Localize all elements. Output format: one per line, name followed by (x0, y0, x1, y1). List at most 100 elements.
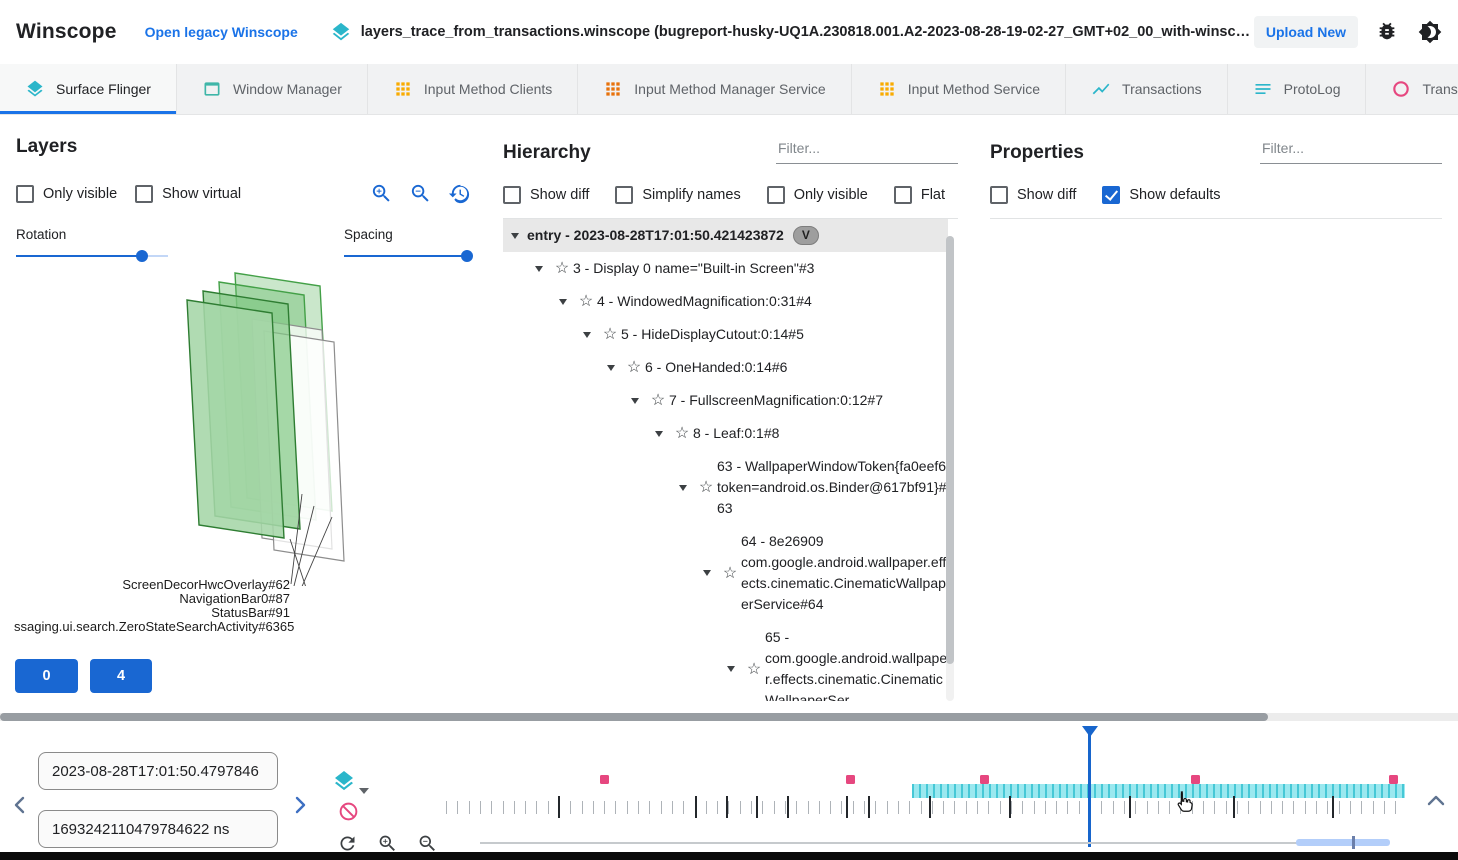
tree-node[interactable]: ☆ 3 - Display 0 name="Built-in Screen"#3 (503, 252, 948, 285)
tab-input-method-service[interactable]: Input Method Service (850, 64, 1065, 114)
chevron-down-icon[interactable] (359, 788, 369, 794)
ruler-tick (1158, 801, 1159, 814)
timeline-range-selection[interactable] (1296, 839, 1390, 846)
horizontal-scrollbar[interactable] (0, 713, 1458, 721)
rect-id-button-0[interactable]: 0 (15, 659, 78, 693)
expand-arrow-icon[interactable] (671, 485, 695, 491)
bookmark-marker[interactable] (1191, 775, 1200, 784)
slider-thumb[interactable] (461, 250, 474, 262)
star-icon[interactable]: ☆ (746, 660, 762, 678)
expand-arrow-icon[interactable] (503, 233, 527, 239)
tree-node[interactable]: ☆ 64 - 8e26909 com.google.android.wallpa… (503, 525, 948, 621)
checkbox-box[interactable] (135, 184, 154, 203)
tab-surface-flinger[interactable]: Surface Flinger (0, 64, 176, 114)
refresh-icon[interactable] (337, 833, 358, 854)
zoom-in-icon[interactable] (370, 182, 393, 205)
properties-panel: Properties Show diff Show defaults (974, 116, 1458, 713)
rect-id-button-4[interactable]: 4 (90, 659, 152, 693)
tree-node[interactable]: ☆ 65 - com.google.android.wallpaper.effe… (503, 621, 948, 701)
scrollbar-thumb[interactable] (946, 236, 954, 664)
tree-node[interactable]: ☆ 4 - WindowedMagnification:0:31#4 (503, 285, 948, 318)
upload-new-button[interactable]: Upload New (1253, 16, 1358, 48)
tab-window-manager[interactable]: Window Manager (175, 64, 367, 114)
expand-arrow-icon[interactable] (647, 431, 671, 437)
checkbox-box[interactable] (990, 186, 1008, 204)
expand-arrow-icon[interactable] (527, 266, 551, 272)
tab-transitions[interactable]: Transitions (1365, 64, 1458, 114)
properties-filter-input[interactable] (1260, 136, 1442, 164)
star-icon[interactable]: ☆ (626, 359, 642, 376)
rotation-slider[interactable] (16, 249, 168, 263)
zoom-in-icon[interactable] (377, 833, 398, 854)
tree-node-label: entry - 2023-08-28T17:01:50.421423872 (527, 227, 784, 243)
expand-arrow-icon[interactable] (551, 299, 575, 305)
layers-trace-selector-icon[interactable] (332, 769, 356, 793)
tree-node[interactable]: ☆ 63 - WallpaperWindowToken{fa0eef6 toke… (503, 450, 948, 525)
ruler-tick (830, 801, 831, 814)
report-bug-icon[interactable] (1376, 20, 1400, 44)
transactions-trace-disabled-icon[interactable] (338, 801, 359, 822)
bookmark-marker[interactable] (1389, 775, 1398, 784)
layers-icon (330, 21, 352, 43)
bookmark-marker[interactable] (846, 775, 855, 784)
checkbox-box[interactable] (503, 186, 521, 204)
scrollbar-thumb[interactable] (0, 713, 1268, 721)
tree-node[interactable]: ☆ 7 - FullscreenMagnification:0:12#7 (503, 384, 948, 417)
only-visible-checkbox[interactable]: Only visible (16, 184, 117, 203)
tab-protolog[interactable]: ProtoLog (1226, 64, 1366, 114)
timeline-range-track[interactable] (480, 842, 1385, 844)
ruler-tick (728, 801, 729, 814)
timestamp-human-input[interactable]: 2023-08-28T17:01:50.4797846 (38, 752, 278, 790)
previous-entry-button[interactable] (8, 793, 32, 817)
show-diff-checkbox[interactable]: Show diff (503, 186, 589, 204)
checkbox-box[interactable] (893, 186, 912, 204)
checkbox-box[interactable] (615, 186, 634, 204)
checkbox-box[interactable] (766, 186, 785, 204)
tree-node[interactable]: ☆ 6 - OneHanded:0:14#6 (503, 351, 948, 384)
expand-arrow-icon[interactable] (695, 570, 719, 576)
dark-mode-toggle-icon[interactable] (1418, 20, 1442, 44)
tab-transactions[interactable]: Transactions (1065, 64, 1227, 114)
hierarchy-filter-input[interactable] (776, 136, 958, 164)
open-legacy-winscope-link[interactable]: Open legacy Winscope (144, 24, 298, 40)
only-visible-checkbox[interactable]: Only visible (766, 186, 868, 204)
star-icon[interactable]: ☆ (674, 425, 690, 442)
layers-3d-view[interactable] (0, 251, 487, 586)
collapse-timeline-button[interactable] (1424, 789, 1448, 813)
show-defaults-checkbox[interactable]: Show defaults (1102, 186, 1220, 204)
expand-arrow-icon[interactable] (575, 332, 599, 338)
show-virtual-checkbox[interactable]: Show virtual (135, 184, 241, 203)
next-entry-button[interactable] (288, 793, 312, 817)
bookmark-marker[interactable] (980, 775, 989, 784)
hierarchy-scrollbar[interactable] (946, 236, 954, 701)
zoom-out-icon[interactable] (417, 833, 438, 854)
star-icon[interactable]: ☆ (578, 293, 594, 310)
show-diff-checkbox[interactable]: Show diff (990, 186, 1076, 204)
star-icon[interactable]: ☆ (650, 392, 666, 409)
tree-node[interactable]: ☆ 8 - Leaf:0:1#8 (503, 417, 948, 450)
checkbox-box[interactable] (16, 184, 34, 203)
slider-thumb[interactable] (136, 250, 149, 262)
tree-node[interactable]: ☆ 5 - HideDisplayCutout:0:14#5 (503, 318, 948, 351)
star-icon[interactable]: ☆ (698, 479, 714, 496)
timestamp-ns-input[interactable]: 1693242110479784622 ns (38, 810, 278, 848)
timeline-range-handle[interactable] (1352, 836, 1355, 849)
expand-arrow-icon[interactable] (623, 398, 647, 404)
checkbox-box[interactable] (1102, 186, 1121, 204)
expand-arrow-icon[interactable] (719, 666, 743, 672)
flat-checkbox[interactable]: Flat (893, 186, 945, 204)
star-icon[interactable]: ☆ (602, 326, 618, 343)
ruler-tick (864, 801, 865, 814)
expand-arrow-icon[interactable] (599, 365, 623, 371)
tree-node-entry[interactable]: entry - 2023-08-28T17:01:50.421423872 V (503, 219, 948, 252)
tab-input-method-manager-service[interactable]: Input Method Manager Service (577, 64, 850, 114)
bookmark-marker[interactable] (600, 775, 609, 784)
star-icon[interactable]: ☆ (554, 260, 570, 277)
zoom-out-icon[interactable] (409, 182, 432, 205)
star-icon[interactable]: ☆ (722, 564, 738, 582)
spacing-slider[interactable] (344, 249, 474, 263)
reset-view-icon[interactable] (448, 182, 471, 205)
timeline-cursor[interactable] (1088, 726, 1091, 847)
tab-input-method-clients[interactable]: Input Method Clients (366, 64, 577, 114)
simplify-names-checkbox[interactable]: Simplify names (615, 186, 741, 204)
